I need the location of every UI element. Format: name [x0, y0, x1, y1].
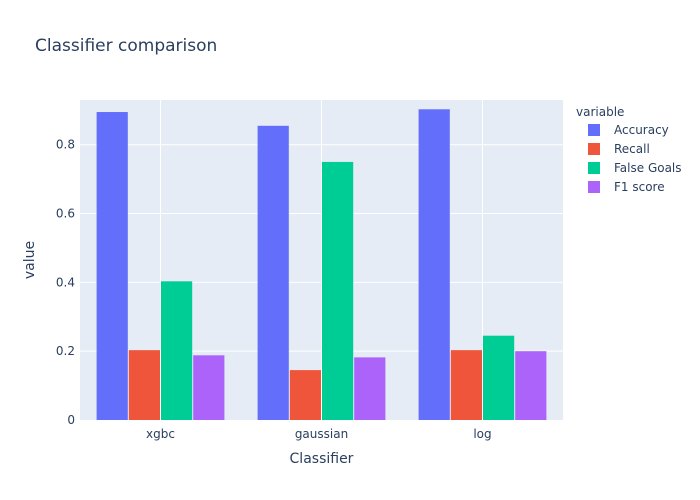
bar-recall-gaussian	[289, 370, 321, 420]
legend-title: variable	[576, 105, 624, 119]
legend-items: Accuracy Recall False Goals F1 score	[588, 123, 682, 194]
x-tick-label: log	[473, 427, 491, 441]
bar-recall-log	[450, 350, 482, 420]
bar-f1-score-gaussian	[354, 357, 386, 420]
bar-accuracy-gaussian	[257, 125, 289, 420]
legend: variable Accuracy Recall False Goals F1 sco…	[576, 105, 682, 194]
bar-f1-score-xgbc	[193, 355, 225, 420]
bar-recall-xgbc	[128, 350, 160, 420]
legend-swatch	[588, 143, 600, 155]
legend-label: Accuracy	[614, 123, 669, 137]
bar-accuracy-xgbc	[96, 112, 128, 421]
y-tick-label: 0.4	[56, 275, 75, 289]
bar-false-goals-log	[483, 335, 515, 420]
legend-swatch	[588, 181, 600, 193]
y-tick-labels: 0 0.2 0.4 0.6 0.8	[56, 138, 75, 427]
bar-f1-score-log	[515, 351, 547, 420]
legend-swatch	[588, 162, 600, 174]
chart-title: Classifier comparison	[35, 36, 217, 56]
y-tick-label: 0	[67, 413, 75, 427]
x-tick-labels: xgbc gaussian log	[146, 427, 492, 441]
bars	[96, 109, 547, 421]
bar-accuracy-log	[418, 109, 450, 421]
bar-false-goals-gaussian	[322, 161, 354, 420]
x-axis-title: Classifier	[290, 451, 354, 467]
y-axis-title: value	[22, 241, 38, 279]
gridlines	[80, 100, 563, 420]
bar-false-goals-xgbc	[161, 281, 193, 420]
x-tick-label: gaussian	[295, 427, 348, 441]
y-tick-label: 0.6	[56, 207, 75, 221]
legend-label: Recall	[614, 142, 650, 156]
y-tick-label: 0.8	[56, 138, 75, 152]
legend-label: F1 score	[614, 180, 665, 194]
x-tick-label: xgbc	[146, 427, 175, 441]
legend-label: False Goals	[614, 161, 682, 175]
y-tick-label: 0.2	[56, 344, 75, 358]
legend-swatch	[588, 124, 600, 136]
